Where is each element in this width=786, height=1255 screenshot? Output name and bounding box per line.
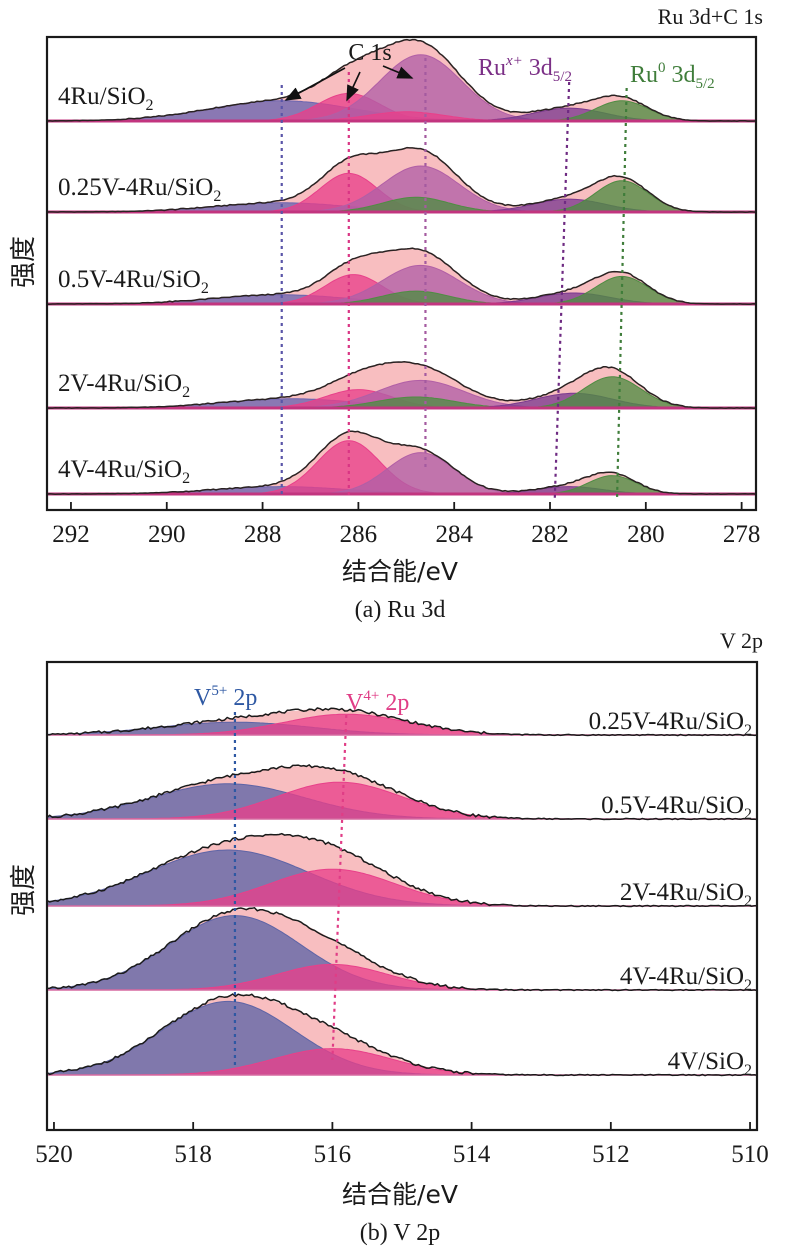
panel-b-plot-area: 0.25V-4Ru/SiO2 0.5V-4Ru/SiO2 2V-4Ru/SiO2 4V… (47, 683, 757, 1079)
panel-a-x-ticks: 292 290 288 286 284 282 280 278 (52, 502, 760, 548)
raw-data-line (47, 38, 756, 122)
panel-b-x-ticks: 520 518 516 514 512 510 (35, 1122, 769, 1168)
x-tick-label: 292 (52, 521, 90, 548)
series-label: 4V-4Ru/SiO2 (58, 456, 190, 487)
series-label: 0.5V-4Ru/SiO2 (601, 792, 752, 823)
raw-data-line (47, 361, 756, 409)
panel-b-frame (45, 660, 759, 1132)
spectrum-4V-4Ru-SiO- (47, 430, 756, 496)
spectrum-0.5V-4Ru-SiO- (47, 247, 756, 306)
series-label: 4Ru/SiO2 (58, 83, 154, 114)
series-label: 0.25V-4Ru/SiO2 (58, 174, 221, 205)
raw-data-line (47, 763, 757, 821)
spectrum-4Ru-SiO- (47, 38, 756, 123)
spectrum-4V-SiO- (47, 993, 757, 1077)
annotation-ru0: Ru0 3d5/2 (630, 60, 715, 92)
panel-a-plot-area: 4Ru/SiO2 0.25V-4Ru/SiO2 0.5V-4Ru/SiO2 2V-4R… (47, 38, 756, 499)
x-tick-label: 284 (435, 521, 473, 548)
raw-data-line (47, 430, 756, 495)
x-tick-label: 510 (731, 1141, 769, 1168)
raw-data-line (47, 146, 756, 213)
spectrum-2V-4Ru-SiO- (47, 832, 757, 908)
x-tick-label: 514 (453, 1141, 491, 1168)
panel-b-y-axis-title: 强度 (9, 864, 39, 916)
annotation-arrow (284, 67, 346, 101)
spectrum-4V-4Ru-SiO- (47, 906, 757, 992)
x-tick-label: 520 (35, 1141, 73, 1168)
reference-line-v4- (331, 714, 348, 1061)
series-label: 2V-4Ru/SiO2 (620, 879, 752, 910)
raw-data-line (47, 993, 757, 1077)
x-tick-label: 516 (314, 1141, 352, 1168)
x-tick-label: 288 (244, 521, 282, 548)
panel-a-frame (45, 35, 758, 512)
raw-data-line (47, 247, 756, 305)
annotation-v4plus: V4+ 2p (346, 688, 409, 716)
reference-line-ru0 (615, 87, 628, 499)
panel-a-y-axis-title: 强度 (9, 236, 39, 288)
series-label: 4V/SiO2 (668, 1048, 752, 1079)
panel-a-x-axis-title: 结合能/eV (342, 557, 458, 586)
series-label: 0.5V-4Ru/SiO2 (58, 266, 209, 297)
panel-b-caption: (b) V 2p (360, 1220, 440, 1246)
panel-b-x-axis-title: 结合能/eV (342, 1180, 458, 1209)
x-tick-label: 280 (627, 521, 665, 548)
series-label: 4V-4Ru/SiO2 (620, 963, 752, 994)
x-tick-label: 512 (592, 1141, 630, 1168)
panel-b-title: V 2p (720, 628, 763, 653)
raw-data-line (47, 832, 757, 908)
annotation-v5plus: V5+ 2p (194, 683, 257, 711)
x-tick-label: 286 (340, 521, 378, 548)
reference-lines (280, 58, 628, 499)
panel-a-title: Ru 3d+C 1s (658, 4, 763, 29)
panel-a-caption: (a) Ru 3d (355, 597, 446, 623)
x-tick-label: 290 (148, 521, 186, 548)
annotation-arrow (346, 71, 361, 102)
annotation-c1s: C 1s (348, 40, 391, 66)
series-label: 0.25V-4Ru/SiO2 (589, 708, 752, 739)
raw-data-line (47, 707, 757, 737)
spectrum-0.25V-4Ru-SiO- (47, 707, 757, 737)
x-tick-label: 518 (174, 1141, 212, 1168)
series-label: 2V-4Ru/SiO2 (58, 370, 190, 401)
reference-lines (233, 712, 348, 1068)
annotation-arrow (382, 65, 414, 79)
raw-data-line (47, 906, 757, 992)
x-tick-label: 282 (531, 521, 569, 548)
spectrum-0.25V-4Ru-SiO- (47, 146, 756, 214)
panel-a-ru3d: Ru 3d+C 1s 4Ru/SiO2 0.25V-4Ru/SiO2 0.5V-4R… (9, 4, 763, 623)
x-tick-label: 278 (723, 521, 761, 548)
spectrum-0.5V-4Ru-SiO- (47, 763, 757, 821)
spectrum-2V-4Ru-SiO- (47, 361, 756, 410)
panel-b-v2p: V 2p 0.25V-4Ru/SiO2 0.5V-4Ru/SiO2 2V-4Ru/S… (9, 628, 769, 1246)
annotation-ru-xplus: Rux+ 3d5/2 (478, 53, 572, 85)
